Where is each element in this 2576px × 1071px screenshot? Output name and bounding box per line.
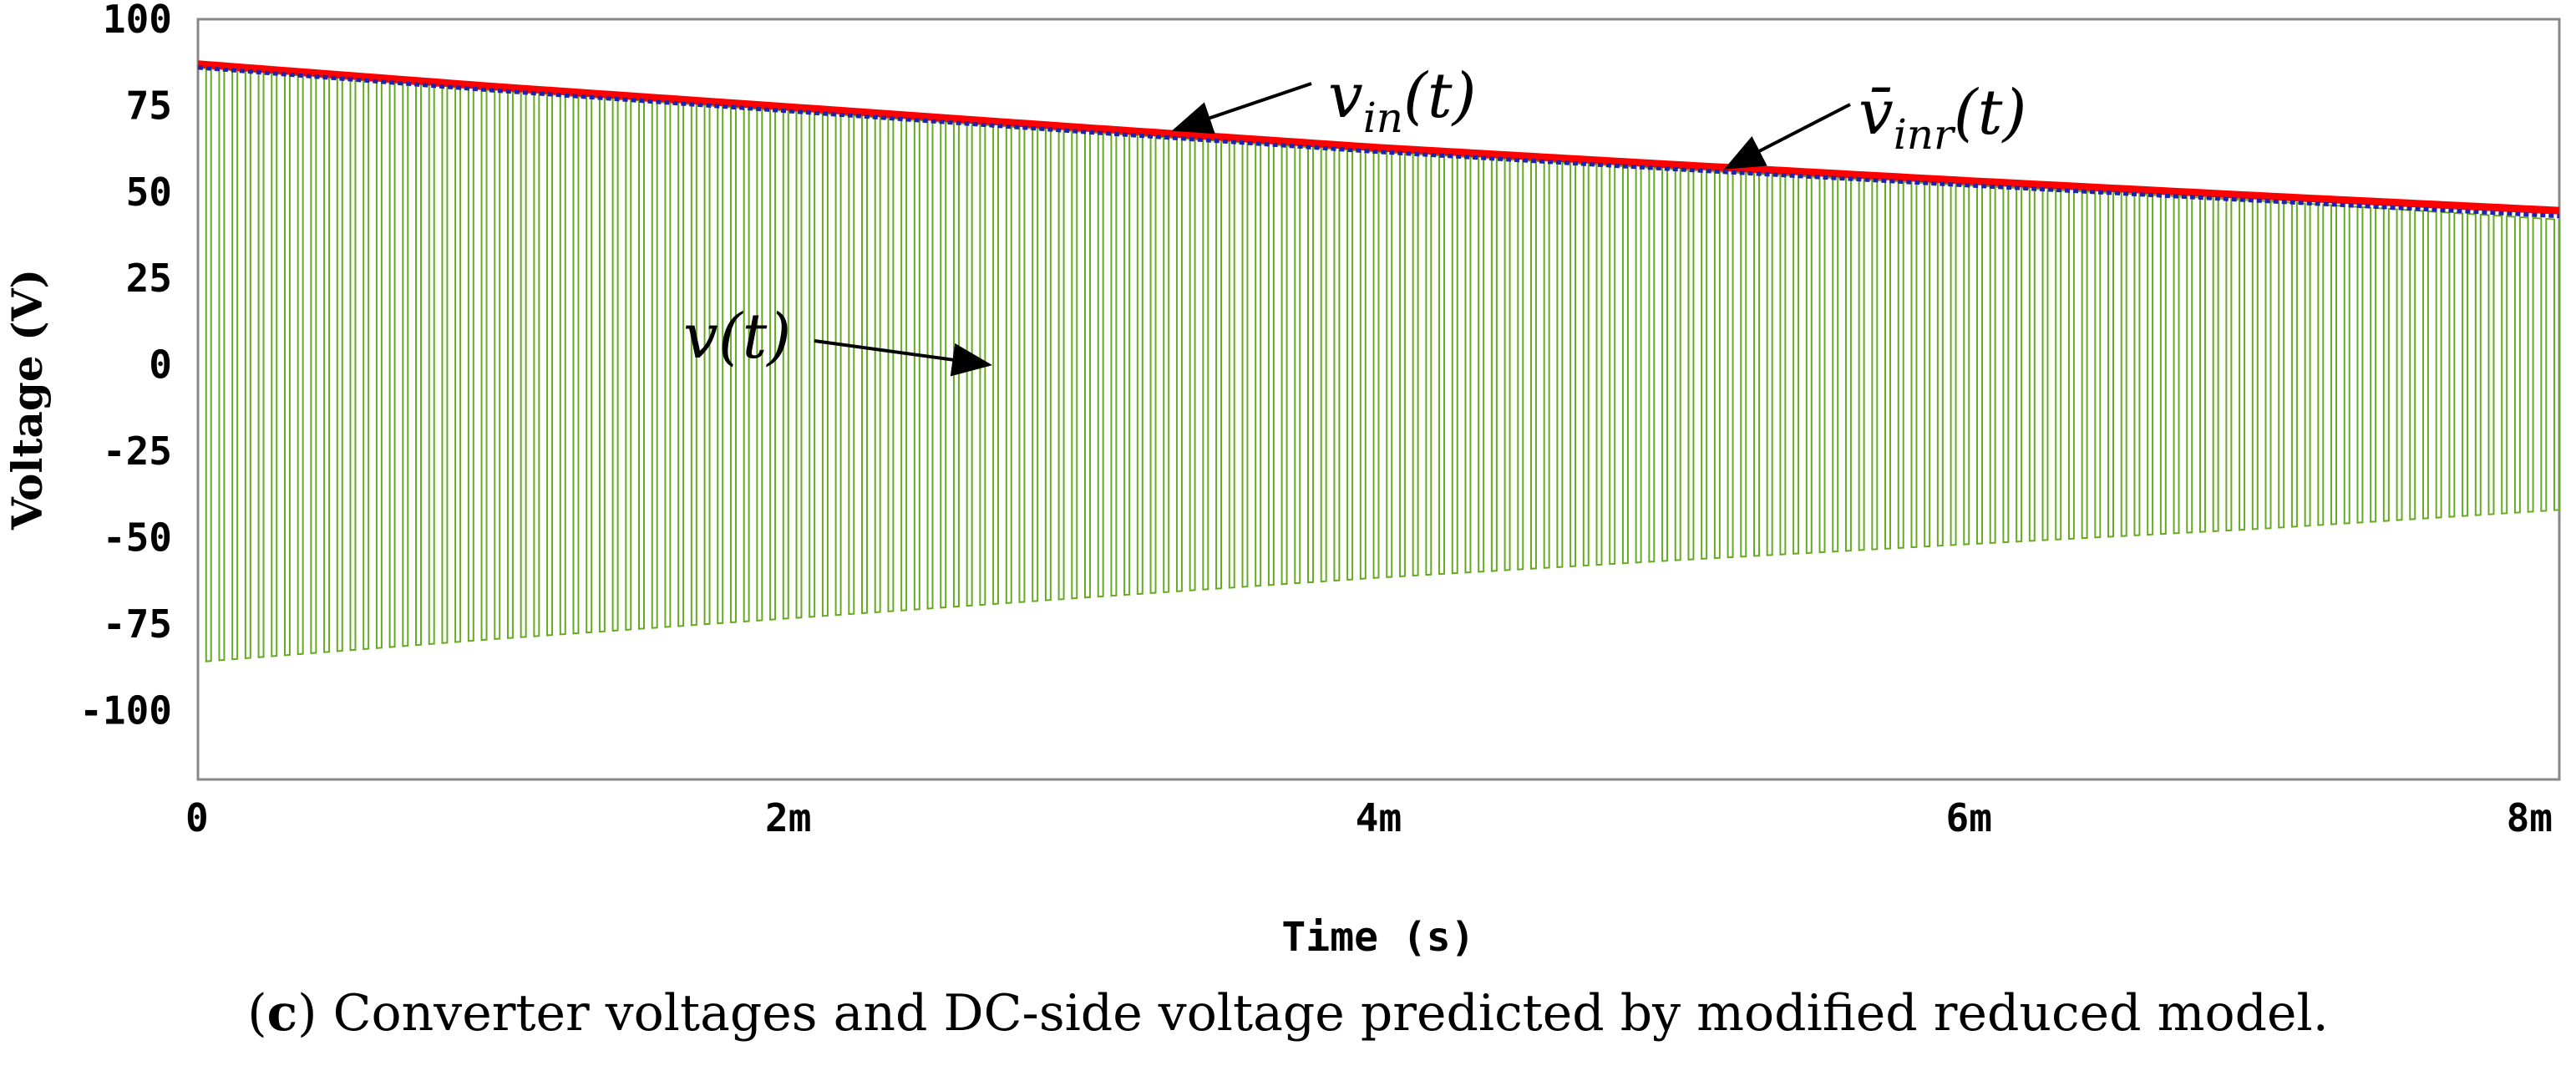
annotation-label: v(t) bbox=[683, 301, 791, 373]
y-tick-label: 0 bbox=[149, 343, 172, 388]
x-tick-label: 8m bbox=[2507, 795, 2553, 840]
y-tick-label: 25 bbox=[126, 256, 172, 301]
y-tick-label: 50 bbox=[126, 170, 172, 215]
caption-letter: c bbox=[266, 984, 298, 1043]
y-tick-label: -75 bbox=[103, 601, 172, 647]
series-v-t bbox=[197, 66, 2560, 662]
x-tick-label: 2m bbox=[765, 795, 811, 840]
y-tick-label: -50 bbox=[103, 515, 172, 560]
y-axis-title: Voltage (V) bbox=[3, 269, 52, 530]
y-tick-label: -100 bbox=[79, 688, 172, 733]
annotation-base: v bbox=[1328, 60, 1363, 132]
annotation-arrow bbox=[814, 339, 993, 377]
annotation-arrow bbox=[1171, 82, 1312, 135]
x-axis-title: Time (s) bbox=[1281, 914, 1474, 961]
y-tick-label: -25 bbox=[103, 429, 172, 474]
annotation-label: vin(t) bbox=[1328, 60, 1477, 142]
caption-prefix: ( bbox=[247, 984, 267, 1043]
series-v-t-line bbox=[197, 66, 2560, 662]
annotations: vin(t) v̄inr(t)v(t) bbox=[683, 60, 2026, 377]
series-v-in-line bbox=[197, 60, 2560, 215]
annotation-tail: (t) bbox=[718, 301, 791, 373]
x-tick-label: 6m bbox=[1946, 795, 1992, 840]
annotation-tail: (t) bbox=[1403, 60, 1476, 132]
y-tick-label: 100 bbox=[103, 0, 172, 42]
caption-text: ) Converter voltages and DC-side voltage… bbox=[297, 984, 2329, 1043]
annotation-base: v bbox=[683, 301, 718, 373]
annotation-sub: inr bbox=[1894, 110, 1956, 159]
annotation-label: v̄inr(t) bbox=[1858, 77, 2026, 159]
annotation-tail: (t) bbox=[1954, 77, 2026, 149]
annotation-sub: in bbox=[1363, 94, 1403, 142]
x-tick-label: 0 bbox=[185, 795, 209, 840]
figure-caption: (c) Converter voltages and DC-side volta… bbox=[0, 984, 2576, 1043]
series-v-inr-line bbox=[197, 65, 2560, 219]
y-tick-labels: 100 75 50 25 0 -25 -50 -75 -100 bbox=[79, 0, 172, 733]
x-tick-label: 4m bbox=[1356, 795, 1402, 840]
annotation-arrow bbox=[1723, 103, 1851, 170]
x-tick-labels: 0 2m 4m 6m 8m bbox=[185, 795, 2553, 840]
y-tick-label: 75 bbox=[126, 83, 172, 128]
annotation-base: v̄ bbox=[1858, 77, 1894, 149]
